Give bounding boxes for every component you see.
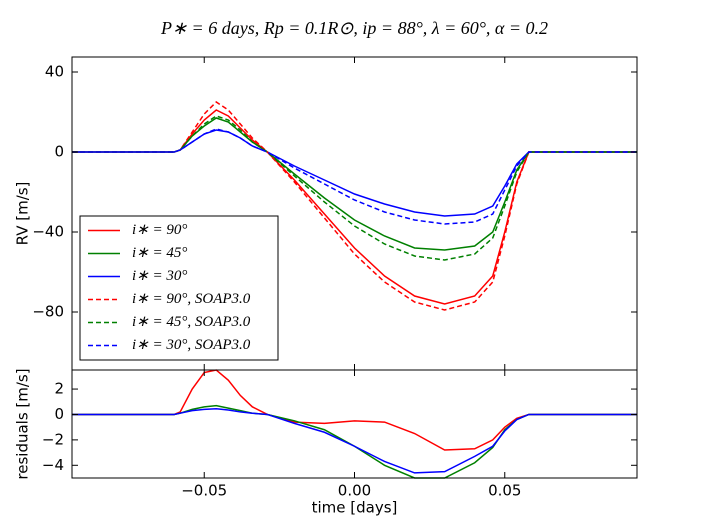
y-tick-label: −4 xyxy=(42,456,64,474)
data-line xyxy=(72,129,637,217)
data-line xyxy=(72,404,637,479)
y-tick-label: 0 xyxy=(54,405,64,423)
y-tick-label: −40 xyxy=(32,223,64,241)
legend-label: i∗ = 90°, SOAP3.0 xyxy=(132,291,251,307)
legend: i∗ = 90° i∗ = 45° i∗ = 30° i∗ = 90°, SOAP3.… xyxy=(79,215,279,361)
x-tick-label: −0.05 xyxy=(181,482,227,500)
data-line xyxy=(72,117,637,251)
y-tick-label: 0 xyxy=(54,143,64,161)
chart-title: P∗ = 6 days, Rp = 0.1R⊙, ip = 88°, λ = 6… xyxy=(160,18,548,38)
data-line xyxy=(72,101,637,311)
data-line xyxy=(72,109,637,305)
legend-label: i∗ = 45° xyxy=(132,245,187,261)
y-axis-label: RV [m/s] xyxy=(14,182,32,246)
legend-label: i∗ = 45°, SOAP3.0 xyxy=(132,314,251,330)
data-line xyxy=(72,369,637,451)
y-tick-label: 40 xyxy=(45,63,64,81)
x-tick-label: 0.05 xyxy=(488,482,521,500)
data-line xyxy=(72,128,637,225)
y-axis-label: residuals [m/s] xyxy=(14,368,32,479)
y-tick-label: −80 xyxy=(32,303,64,321)
legend-box xyxy=(79,215,279,361)
legend-label: i∗ = 30° xyxy=(132,268,187,284)
legend-label: i∗ = 30°, SOAP3.0 xyxy=(132,337,251,353)
x-axis-label: time [days] xyxy=(312,499,398,517)
legend-label: i∗ = 90° xyxy=(132,222,187,238)
data-line xyxy=(72,115,637,261)
data-line xyxy=(72,407,637,474)
y-tick-label: 2 xyxy=(54,380,64,398)
x-tick-label: 0.00 xyxy=(338,482,371,500)
axes-frame xyxy=(71,369,638,479)
y-tick-label: −2 xyxy=(42,430,64,448)
